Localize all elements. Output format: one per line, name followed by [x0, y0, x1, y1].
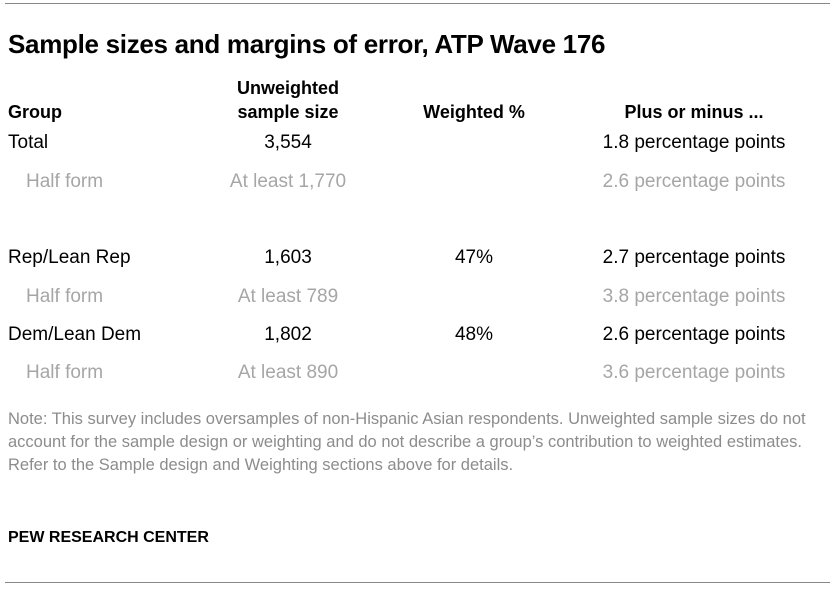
table-cell-weighted: 48%: [454, 324, 494, 345]
table-cell-n: At least 1,770: [229, 171, 347, 192]
bottom-rule: [5, 582, 830, 583]
header-weighted: Weighted %: [423, 102, 525, 122]
table-cell-moe: 2.6 percentage points: [602, 171, 786, 192]
header-group: Group: [8, 102, 62, 122]
table-cell-moe: 3.8 percentage points: [602, 286, 786, 307]
table-cell-group: Half form: [26, 171, 104, 192]
table-cell-moe: 2.6 percentage points: [602, 324, 786, 345]
table-cell-n: 1,802: [264, 324, 312, 345]
top-rule: [5, 3, 830, 4]
table-cell-group: Total: [8, 132, 49, 153]
table-cell-moe: 1.8 percentage points: [602, 132, 786, 153]
table-cell-n: At least 789: [237, 286, 339, 307]
chart-title: Sample sizes and margins of error, ATP W…: [8, 29, 606, 59]
table-cell-moe: 3.6 percentage points: [602, 362, 786, 383]
table-cell-group: Half form: [26, 286, 104, 307]
header-unweighted-1: Unweighted: [237, 78, 339, 98]
note: Note: This survey includes oversamples o…: [8, 410, 806, 475]
table-cell-n: At least 890: [237, 362, 339, 383]
table-cell-group: Dem/Lean Dem: [8, 324, 142, 345]
header-unweighted-2: sample size: [237, 102, 339, 122]
header-moe: Plus or minus ...: [624, 102, 764, 122]
table-cell-moe: 2.7 percentage points: [602, 247, 786, 268]
table-cell-weighted: 47%: [454, 247, 494, 268]
table-cell-n: 3,554: [264, 132, 312, 153]
source: PEW RESEARCH CENTER: [8, 529, 209, 546]
table-cell-group: Half form: [26, 362, 104, 383]
table-cell-group: Rep/Lean Rep: [8, 247, 131, 268]
table-cell-n: 1,603: [264, 247, 312, 268]
